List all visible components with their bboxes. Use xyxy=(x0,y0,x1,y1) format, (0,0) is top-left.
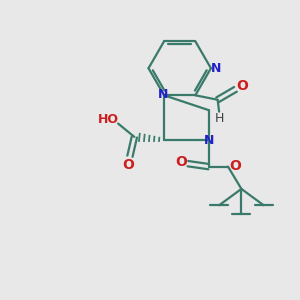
Text: N: N xyxy=(211,62,221,75)
Text: O: O xyxy=(236,80,248,93)
Text: HO: HO xyxy=(98,113,119,127)
Text: N: N xyxy=(204,134,214,147)
Text: N: N xyxy=(158,88,169,101)
Text: O: O xyxy=(229,159,241,173)
Text: O: O xyxy=(122,158,134,172)
Text: H: H xyxy=(214,112,224,125)
Text: O: O xyxy=(176,155,187,169)
